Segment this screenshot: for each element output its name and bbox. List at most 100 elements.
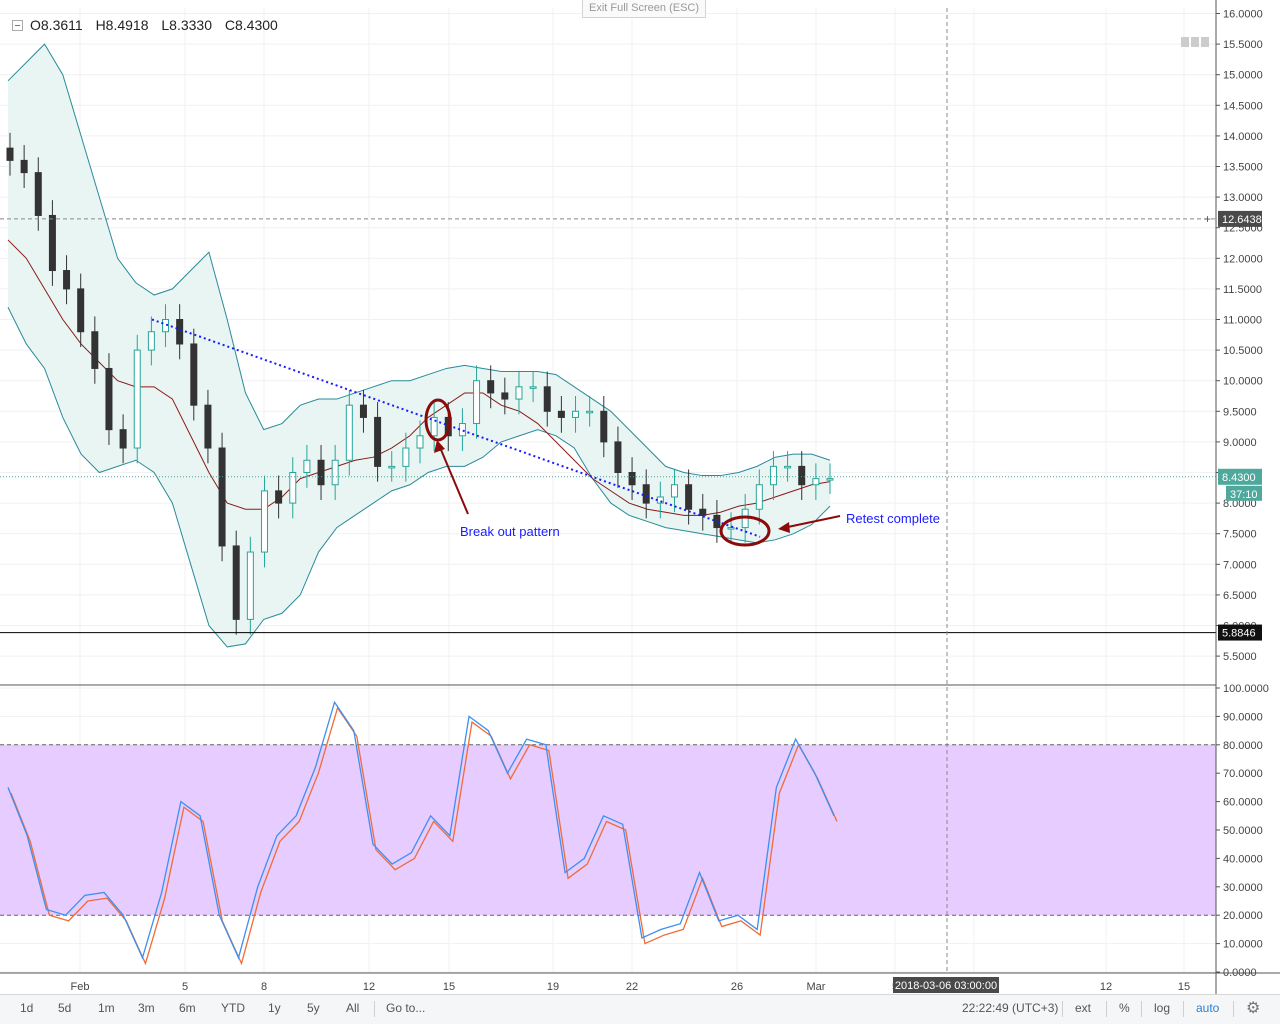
candle-body xyxy=(600,410,608,443)
stoch-tick-label: 90.0000 xyxy=(1223,711,1263,723)
pane-icon xyxy=(1191,37,1199,47)
current-price-label: 8.4300 xyxy=(1222,472,1256,484)
price-tick-label: 12.0000 xyxy=(1223,253,1263,265)
price-tick-label: 14.5000 xyxy=(1223,100,1263,112)
stoch-k-line xyxy=(7,700,835,960)
candle-body xyxy=(147,331,155,351)
candlesticks xyxy=(6,132,834,635)
range-ytd-button[interactable]: YTD xyxy=(221,1001,245,1015)
candle-body xyxy=(784,465,792,469)
candle-body xyxy=(374,416,382,467)
range-1m-button[interactable]: 1m xyxy=(98,1001,115,1015)
countdown-label: 37:10 xyxy=(1230,489,1258,501)
stochastic-lines xyxy=(7,700,838,966)
open-value: O8.3611 xyxy=(30,17,83,33)
candle-body xyxy=(487,380,495,394)
price-tick-label: 13.0000 xyxy=(1223,192,1263,204)
breakout-arrowhead xyxy=(434,440,445,453)
range-5d-button[interactable]: 5d xyxy=(58,1001,72,1015)
plus-icon: + xyxy=(1204,212,1211,226)
stoch-tick-label: 10.0000 xyxy=(1223,939,1263,951)
candle-body xyxy=(713,514,721,529)
auto-toggle[interactable]: auto xyxy=(1196,1001,1220,1015)
price-tick-label: 10.5000 xyxy=(1223,345,1263,357)
candle-body xyxy=(727,527,735,530)
range-3m-button[interactable]: 3m xyxy=(138,1001,155,1015)
percent-toggle[interactable]: % xyxy=(1119,1001,1130,1015)
range-1y-button[interactable]: 1y xyxy=(268,1001,281,1015)
price-tick-label: 15.0000 xyxy=(1223,70,1263,82)
ext-toggle[interactable]: ext xyxy=(1075,1001,1092,1015)
candle-body xyxy=(628,472,636,486)
candle-body xyxy=(670,484,678,498)
candle-body xyxy=(416,435,424,449)
time-tick-label: 19 xyxy=(547,981,559,993)
candle-body xyxy=(218,447,226,547)
price-tick-label: 6.5000 xyxy=(1223,590,1257,602)
crosshair-price-label: 12.6438 xyxy=(1222,214,1262,226)
candle-body xyxy=(63,270,71,290)
support-price-label: 5.8846 xyxy=(1222,628,1256,640)
price-tick-label: 15.5000 xyxy=(1223,39,1263,51)
time-tick-label: 12 xyxy=(363,981,375,993)
candle-body xyxy=(388,465,396,469)
candle-body xyxy=(473,380,481,425)
stoch-tick-label: 50.0000 xyxy=(1223,825,1263,837)
stoch-tick-label: 70.0000 xyxy=(1223,768,1263,780)
candle-body xyxy=(642,484,650,504)
candle-body xyxy=(572,410,580,418)
bollinger-fill xyxy=(8,44,830,647)
range-6m-button[interactable]: 6m xyxy=(179,1001,196,1015)
chart-canvas[interactable]: Break out pattern Retest complete 16.0000… xyxy=(0,0,1280,994)
time-tick-label: 15 xyxy=(443,981,455,993)
candle-body xyxy=(614,441,622,473)
candle-body xyxy=(430,416,438,437)
time-tick-label: 26 xyxy=(731,981,743,993)
time-tick-label: 15 xyxy=(1178,981,1190,993)
candle-body xyxy=(34,172,42,216)
price-tick-label: 13.5000 xyxy=(1223,162,1263,174)
retest-circle xyxy=(719,515,771,547)
exit-fullscreen-button[interactable]: Exit Full Screen (ESC) xyxy=(582,0,706,18)
collapse-icon[interactable] xyxy=(12,20,23,31)
bollinger-upper xyxy=(7,43,831,477)
stoch-tick-label: 30.0000 xyxy=(1223,882,1263,894)
candle-body xyxy=(176,319,184,345)
candle-body xyxy=(685,484,693,510)
price-tick-label: 5.5000 xyxy=(1223,651,1257,663)
log-toggle[interactable]: log xyxy=(1154,1001,1171,1015)
crosshair-date-label: 2018-03-06 03:00:00 xyxy=(895,980,997,992)
support-price-label-bg xyxy=(1218,624,1262,641)
retest-arrowhead xyxy=(778,522,790,533)
price-tick-label: 10.0000 xyxy=(1223,376,1263,388)
candle-body xyxy=(501,392,509,400)
range-5y-button[interactable]: 5y xyxy=(307,1001,320,1015)
stoch-tick-label: 100.0000 xyxy=(1223,683,1269,695)
axes: 16.0000 15.5000 15.0000 14.5000 14.0000 13.50… xyxy=(0,0,1280,994)
candle-body xyxy=(826,478,834,481)
candle-body xyxy=(755,484,763,510)
candle-body xyxy=(812,478,820,486)
candle-body xyxy=(331,459,339,486)
candle-body xyxy=(48,214,56,272)
range-all-button[interactable]: All xyxy=(346,1001,360,1015)
pane-icon xyxy=(1201,37,1209,47)
goto-button[interactable]: Go to... xyxy=(386,1001,426,1015)
pane-icon xyxy=(1181,37,1189,47)
countdown-bg xyxy=(1226,485,1262,501)
price-tick-label: 14.0000 xyxy=(1223,131,1263,143)
time-tick-label: Mar xyxy=(807,981,826,993)
time-tick-label: 5 xyxy=(182,981,188,993)
candle-body xyxy=(359,404,367,418)
candle-body xyxy=(586,410,594,414)
gear-icon[interactable]: ⚙ xyxy=(1246,1000,1261,1017)
time-tick-label: 12 xyxy=(1100,981,1112,993)
price-tick-label: 7.0000 xyxy=(1223,559,1257,571)
retest-annotation: Retest complete xyxy=(846,511,940,526)
time-tick-label: 8 xyxy=(261,981,267,993)
clock-display: 22:22:49 (UTC+3) xyxy=(962,1001,1059,1015)
toolbar-divider xyxy=(1183,1001,1184,1017)
low-value: L8.3330 xyxy=(161,17,212,33)
price-tick-label: 11.0000 xyxy=(1223,315,1262,327)
range-1d-button[interactable]: 1d xyxy=(20,1001,34,1015)
